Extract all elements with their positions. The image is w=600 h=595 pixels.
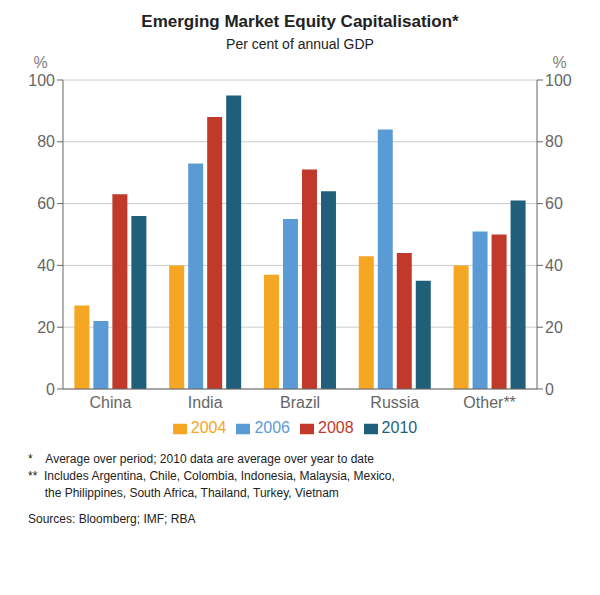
svg-text:Russia: Russia bbox=[370, 394, 419, 411]
svg-text:0: 0 bbox=[46, 381, 55, 398]
svg-text:60: 60 bbox=[37, 195, 55, 212]
html-text:2008: 2008 bbox=[318, 419, 354, 436]
html-text:the Philippines, South Africa,: the Philippines, South Africa, Thailand,… bbox=[28, 486, 339, 500]
html-text:Emerging Market Equity Capital: Emerging Market Equity Capitalisation* bbox=[141, 12, 459, 31]
svg-text:20: 20 bbox=[545, 319, 563, 336]
svg-text:China: China bbox=[89, 394, 131, 411]
svg-text:20: 20 bbox=[37, 319, 55, 336]
svg-text:100: 100 bbox=[28, 72, 55, 89]
svg-text:India: India bbox=[188, 394, 223, 411]
svg-text:80: 80 bbox=[37, 133, 55, 150]
html-text:** Includes Argentina, Chile,: ** Includes Argentina, Chile, Colombia, … bbox=[28, 469, 395, 483]
svg-text:0: 0 bbox=[545, 381, 554, 398]
svg-text:80: 80 bbox=[545, 133, 563, 150]
svg-text:%: % bbox=[33, 54, 47, 71]
svg-text:100: 100 bbox=[545, 72, 572, 89]
html-text:2004: 2004 bbox=[190, 419, 227, 436]
svg-text:60: 60 bbox=[545, 195, 563, 212]
html-text:2006: 2006 bbox=[254, 419, 290, 436]
html-text:Sources: Bloomberg; IMF; RBA: Sources: Bloomberg; IMF; RBA bbox=[28, 512, 196, 526]
html-text:Per cent of annual GDP: Per cent of annual GDP bbox=[226, 36, 374, 52]
svg-text:%: % bbox=[552, 54, 566, 71]
html-text:* Average over period; 2010 da: * Average over period; 2010 data are ave… bbox=[28, 452, 374, 466]
svg-text:Brazil: Brazil bbox=[280, 394, 320, 411]
svg-text:40: 40 bbox=[545, 257, 563, 274]
svg-text:Other**: Other** bbox=[463, 394, 515, 411]
html-text:2010: 2010 bbox=[381, 419, 418, 436]
svg-text:40: 40 bbox=[37, 257, 55, 274]
